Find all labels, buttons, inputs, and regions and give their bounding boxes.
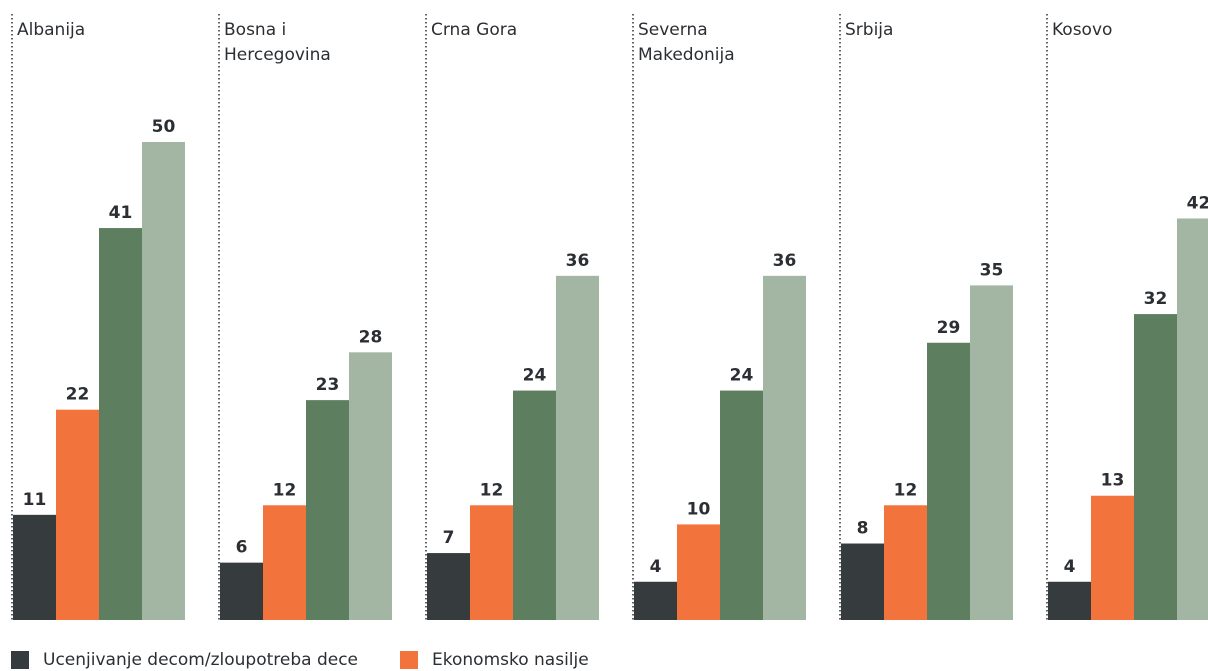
category-label-bosna-i-hercegovina-line-1: Bosna i: [224, 20, 286, 40]
value-label-severna-makedonija-series-4: 36: [773, 251, 797, 271]
value-label-kosovo-series-3: 32: [1144, 289, 1168, 309]
bar-crna-gora-series-3: [513, 390, 556, 620]
category-label-bosna-i-hercegovina-line-2: Hercegovina: [224, 45, 331, 65]
bar-srbija-series-1: [841, 543, 884, 620]
bar-albanija-series-4: [142, 142, 185, 620]
category-label-severna-makedonija-line-1: Severna: [638, 20, 708, 40]
value-label-bosna-i-hercegovina-series-2: 12: [273, 480, 297, 500]
bar-bosna-i-hercegovina-series-1: [220, 562, 263, 620]
value-label-crna-gora-series-3: 24: [523, 366, 547, 386]
bar-albanija-series-3: [99, 228, 142, 621]
category-label-kosovo: Kosovo: [1052, 20, 1112, 40]
value-label-albanija-series-3: 41: [109, 203, 133, 223]
value-label-srbija-series-1: 8: [857, 519, 869, 539]
bar-srbija-series-2: [884, 505, 927, 620]
value-label-crna-gora-series-4: 36: [566, 251, 590, 271]
bar-kosovo-series-2: [1091, 495, 1134, 620]
bar-albanija-series-2: [56, 409, 99, 620]
value-label-kosovo-series-1: 4: [1064, 557, 1076, 577]
legend-label-series-1: Ucenjivanje decom/zloupotreba dece: [43, 650, 359, 670]
bar-bosna-i-hercegovina-series-2: [263, 505, 306, 620]
bar-kosovo-series-1: [1048, 581, 1091, 620]
value-label-bosna-i-hercegovina-series-3: 23: [316, 375, 340, 395]
legend-swatch-series-2: [400, 651, 419, 669]
grouped-bar-chart: Albanija 11 22 41 50 Bosna i Hercegovina 6 12 23 2…: [11, 14, 1208, 621]
bar-crna-gora-series-1: [427, 553, 470, 620]
category-label-srbija: Srbija: [845, 20, 893, 40]
value-label-severna-makedonija-series-2: 10: [687, 499, 711, 519]
value-label-albanija-series-1: 11: [23, 490, 47, 510]
bar-severna-makedonija-series-1: [634, 581, 677, 620]
value-label-kosovo-series-4: 42: [1187, 193, 1208, 213]
bar-albanija-series-1: [13, 514, 56, 620]
legend: Ucenjivanje decom/zloupotreba dece Ekono…: [11, 650, 631, 670]
bar-bosna-i-hercegovina-series-3: [306, 400, 349, 620]
value-label-srbija-series-2: 12: [894, 480, 918, 500]
value-label-albanija-series-2: 22: [66, 385, 90, 405]
value-label-bosna-i-hercegovina-series-1: 6: [236, 538, 248, 558]
value-label-crna-gora-series-1: 7: [443, 528, 455, 548]
bar-bosna-i-hercegovina-series-4: [349, 352, 392, 620]
bar-crna-gora-series-4: [556, 275, 599, 620]
legend-item-series-2: Ekonomsko nasilje: [400, 650, 589, 670]
bar-kosovo-series-3: [1134, 314, 1177, 620]
bar-srbija-series-3: [927, 342, 970, 620]
bar-severna-makedonija-series-3: [720, 390, 763, 620]
legend-item-series-1: Ucenjivanje decom/zloupotreba dece: [11, 650, 358, 670]
value-label-crna-gora-series-2: 12: [480, 480, 504, 500]
value-label-bosna-i-hercegovina-series-4: 28: [359, 327, 383, 347]
bar-severna-makedonija-series-2: [677, 524, 720, 620]
legend-swatch-series-1: [11, 651, 29, 669]
category-label-crna-gora: Crna Gora: [431, 20, 517, 40]
category-label-severna-makedonija-line-2: Makedonija: [638, 45, 735, 65]
bar-severna-makedonija-series-4: [763, 275, 806, 620]
value-label-srbija-series-3: 29: [937, 318, 961, 338]
bar-crna-gora-series-2: [470, 505, 513, 620]
legend-label-series-2: Ekonomsko nasilje: [432, 650, 589, 670]
category-label-albanija: Albanija: [17, 20, 85, 40]
value-label-severna-makedonija-series-3: 24: [730, 366, 754, 386]
bar-srbija-series-4: [970, 285, 1013, 620]
value-label-kosovo-series-2: 13: [1101, 471, 1125, 491]
value-label-severna-makedonija-series-1: 4: [650, 557, 662, 577]
bar-kosovo-series-4: [1177, 218, 1208, 621]
value-label-srbija-series-4: 35: [980, 260, 1004, 280]
value-label-albanija-series-4: 50: [152, 117, 176, 137]
